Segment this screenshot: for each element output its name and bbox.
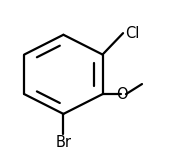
Text: Br: Br [55, 135, 71, 150]
Text: Cl: Cl [125, 26, 140, 41]
Text: O: O [116, 87, 128, 102]
